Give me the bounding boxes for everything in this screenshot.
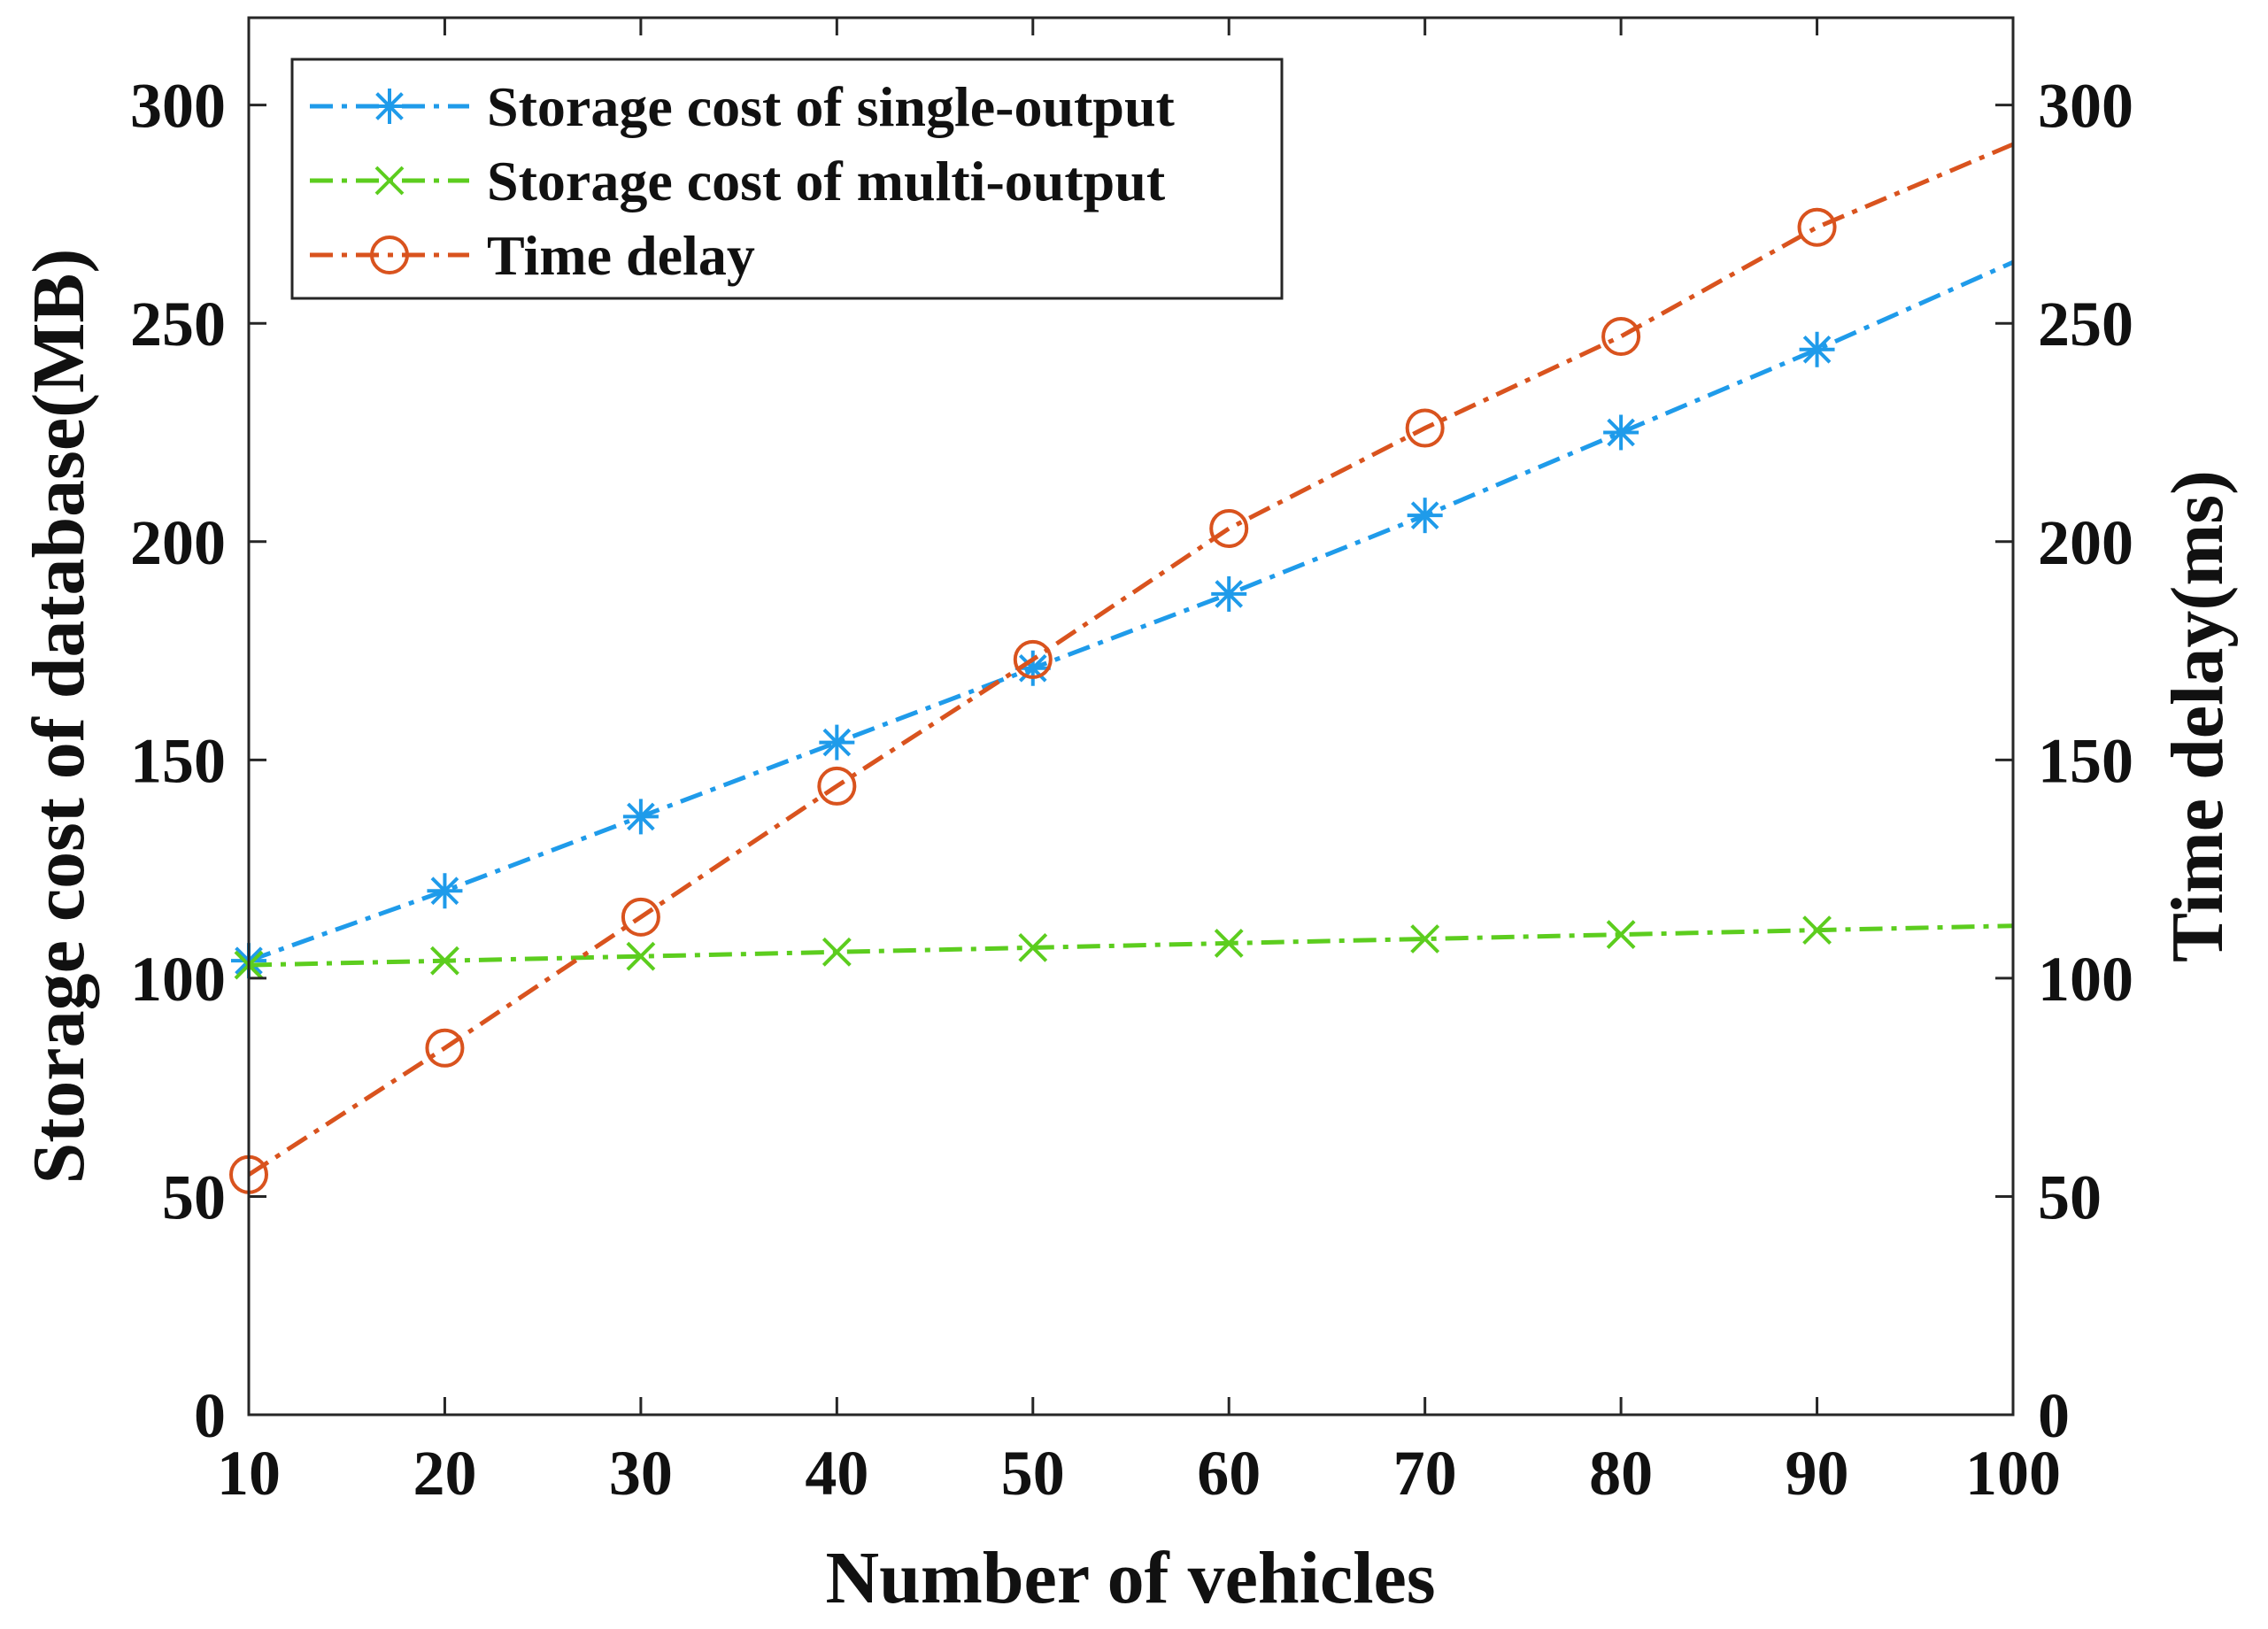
x-axis-title: Number of vehicles bbox=[825, 1537, 1435, 1619]
series-line-storage-cost-of-single-output bbox=[248, 259, 2015, 963]
x-tick-label: 80 bbox=[1589, 1438, 1653, 1509]
data-point-storage-cost-of-single-output-20 bbox=[427, 873, 463, 909]
legend-marker-single-output bbox=[372, 89, 407, 124]
x-tick-label: 50 bbox=[1001, 1438, 1065, 1509]
ticks-layer: 10 20 30 40 50 60 70 80 90 1000501001502002503000… bbox=[130, 18, 2133, 1509]
y-right-tick-label: 200 bbox=[2038, 507, 2133, 578]
data-point-storage-cost-of-single-output-70 bbox=[1407, 498, 1443, 534]
y-axis-title-left: Storage cost of database(MB) bbox=[18, 249, 100, 1185]
data-point-storage-cost-of-multi-output-50 bbox=[1018, 932, 1048, 962]
legend: Storage cost of single-output Storage co… bbox=[290, 58, 1284, 300]
x-tick-label: 40 bbox=[805, 1438, 868, 1509]
data-point-storage-cost-of-single-output-60 bbox=[1211, 575, 1247, 612]
y-left-tick-label: 150 bbox=[130, 725, 226, 796]
data-point-storage-cost-of-multi-output-70 bbox=[1410, 924, 1440, 953]
data-point-storage-cost-of-multi-output-30 bbox=[626, 941, 656, 971]
legend-storage-cost-of-multi-output-x-marker bbox=[374, 166, 405, 196]
y-left-tick-label: 0 bbox=[194, 1380, 226, 1451]
legend-label-time-delay: Time delay bbox=[487, 224, 755, 287]
x-tick-label: 20 bbox=[413, 1438, 476, 1509]
legend-entry-single-output: Storage cost of single-output bbox=[310, 75, 1176, 138]
series-line-time-delay bbox=[247, 142, 2014, 1177]
data-point-time-delay-60 bbox=[1209, 508, 1249, 548]
data-point-time-delay-90 bbox=[1797, 207, 1837, 247]
data-point-storage-cost-of-multi-output-90 bbox=[1802, 915, 1832, 946]
legend-marker-time-delay bbox=[370, 235, 409, 274]
x-tick-label: 30 bbox=[609, 1438, 673, 1509]
x-tick-label: 70 bbox=[1393, 1438, 1457, 1509]
x-tick-label: 60 bbox=[1197, 1438, 1261, 1509]
data-point-storage-cost-of-multi-output-60 bbox=[1214, 929, 1244, 958]
series-line-storage-cost-of-multi-output bbox=[248, 923, 2014, 968]
x-tick-label: 90 bbox=[1786, 1438, 1849, 1509]
data-point-storage-cost-of-multi-output-40 bbox=[822, 937, 852, 967]
x-tick-label: 100 bbox=[1965, 1438, 2061, 1509]
y-left-tick-label: 300 bbox=[130, 71, 226, 142]
data-point-time-delay-70 bbox=[1405, 408, 1445, 448]
data-point-storage-cost-of-single-output-90 bbox=[1799, 331, 1835, 367]
y-left-tick-label: 250 bbox=[130, 289, 226, 359]
data-point-storage-cost-of-multi-output-80 bbox=[1606, 920, 1636, 949]
legend-entry-time-delay: Time delay bbox=[310, 224, 755, 287]
data-point-time-delay-50 bbox=[1013, 639, 1053, 679]
data-point-time-delay-30 bbox=[621, 897, 660, 937]
plot-frame bbox=[247, 16, 2015, 1417]
x-tick-label: 10 bbox=[217, 1438, 281, 1509]
legend-storage-cost-of-single-output-asterisk-marker bbox=[372, 89, 407, 124]
legend-label-single-output: Storage cost of single-output bbox=[487, 75, 1176, 138]
y-right-tick-label: 100 bbox=[2038, 944, 2133, 1015]
data-point-time-delay-80 bbox=[1601, 316, 1641, 356]
y-right-tick-label: 150 bbox=[2038, 725, 2133, 796]
data-point-storage-cost-of-single-output-40 bbox=[819, 724, 855, 760]
data-point-time-delay-20 bbox=[425, 1028, 465, 1068]
y-right-tick-label: 300 bbox=[2038, 71, 2133, 142]
y-axis-title-right: Time delay(ms) bbox=[2156, 470, 2239, 962]
data-point-storage-cost-of-multi-output-20 bbox=[430, 946, 459, 976]
legend-entry-multi-output: Storage cost of multi-output bbox=[310, 150, 1166, 212]
y-left-tick-label: 100 bbox=[130, 944, 226, 1015]
y-right-tick-label: 50 bbox=[2038, 1162, 2102, 1232]
y-right-tick-label: 250 bbox=[2038, 289, 2133, 359]
data-point-storage-cost-of-single-output-30 bbox=[622, 799, 659, 835]
legend-marker-multi-output bbox=[374, 166, 405, 196]
data-point-storage-cost-of-single-output-80 bbox=[1603, 414, 1639, 451]
y-left-tick-label: 200 bbox=[130, 507, 226, 578]
legend-label-multi-output: Storage cost of multi-output bbox=[487, 150, 1166, 212]
data-point-time-delay-40 bbox=[817, 766, 857, 806]
legend-time-delay-circle-marker bbox=[370, 235, 409, 274]
y-right-tick-label: 0 bbox=[2038, 1380, 2070, 1451]
y-left-tick-label: 50 bbox=[162, 1162, 226, 1232]
